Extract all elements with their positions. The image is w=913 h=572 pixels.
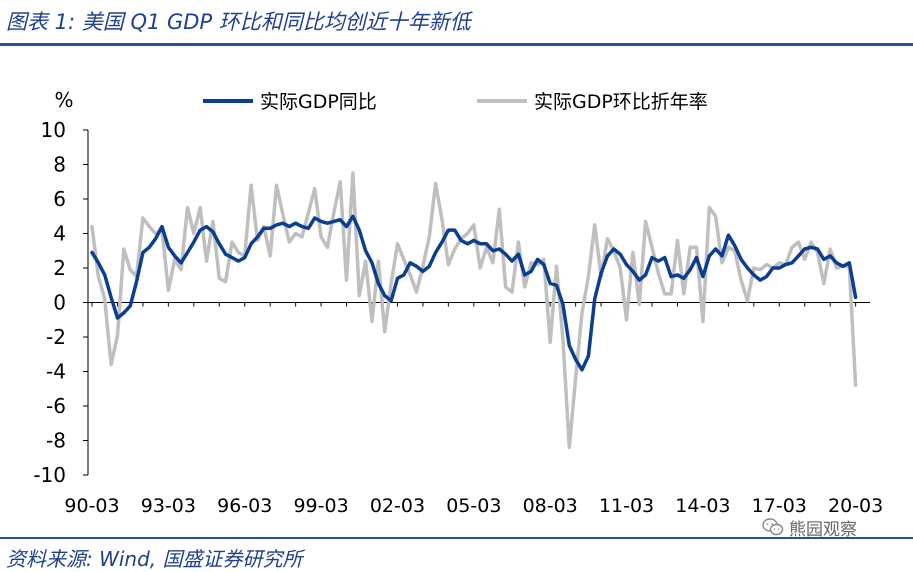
x-tick-label: 90-03	[64, 495, 119, 517]
series-line-1	[90, 171, 858, 450]
series-line-0	[90, 214, 858, 372]
x-tick-label: 20-03	[828, 495, 883, 517]
axis-layer: 10 8 6 4 2 0 -2 -4 -6 -8 -10% 90-03 93-03 96-03 99-03 0…	[33, 88, 883, 517]
x-tick-label: 05-03	[446, 495, 501, 517]
x-tick-label: 02-03	[370, 495, 425, 517]
y-tick-label: -8	[46, 429, 66, 453]
legend-label-0: 实际GDP同比	[260, 91, 377, 113]
x-tick-label: 14-03	[675, 495, 730, 517]
y-tick-label: 0	[53, 291, 66, 315]
y-tick-label: -2	[46, 325, 66, 349]
y-tick-label: 10	[41, 118, 66, 142]
y-tick-label: 8	[53, 153, 66, 177]
y-tick-label: 2	[53, 256, 66, 280]
x-tick-label: 96-03	[217, 495, 272, 517]
x-tick-label: 11-03	[599, 495, 654, 517]
watermark: 熊园观察	[762, 514, 857, 540]
x-tick-label: 17-03	[752, 495, 807, 517]
x-tick-label: 08-03	[523, 495, 578, 517]
y-tick-label: -4	[46, 360, 66, 384]
y-axis-label: %	[54, 88, 73, 112]
legend-label-1: 实际GDP环比折年率	[534, 91, 708, 113]
source-note: 资料来源: Wind, 国盛证券研究所	[6, 547, 303, 571]
series-layer	[90, 171, 858, 450]
title-rule	[0, 43, 913, 46]
y-tick-label: -10	[33, 463, 66, 487]
source-rule	[0, 537, 913, 539]
y-tick-label: -6	[46, 394, 66, 418]
y-tick-label: 6	[53, 187, 66, 211]
x-tick-label: 99-03	[293, 495, 348, 517]
x-tick-label: 93-03	[141, 495, 196, 517]
figure-title: 图表 1: 美国 Q1 GDP 环比和同比均创近十年新低	[6, 10, 471, 34]
watermark-text: 熊园观察	[789, 519, 857, 540]
wechat-icon	[762, 518, 784, 536]
y-tick-label: 4	[53, 222, 66, 246]
legend: 实际GDP同比 实际GDP环比折年率	[203, 91, 708, 113]
